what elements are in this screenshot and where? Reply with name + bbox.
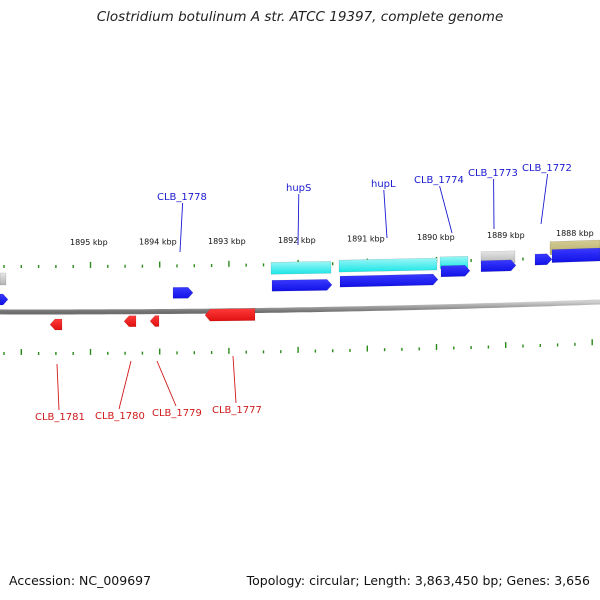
plus-cds-arrow <box>551 247 600 263</box>
plus-gene-label: CLB_1778 <box>157 192 207 203</box>
scale-label: 1890 kbp <box>417 233 455 242</box>
plus-cds-arrow <box>440 264 471 278</box>
minus-cds-arrow <box>204 308 256 322</box>
feature-cyan <box>270 261 332 275</box>
minus-gene-label: CLB_1781 <box>35 412 85 423</box>
minus-gene-label: CLB_1779 <box>152 408 202 419</box>
plus-gene-label: hupL <box>371 179 396 190</box>
scale-label: 1889 kbp <box>487 231 525 240</box>
feature-cyan <box>338 257 438 273</box>
gene-leader-line <box>156 360 177 407</box>
genome-backbone <box>0 299 600 315</box>
gene-leader-line <box>179 202 184 253</box>
plus-cds-arrow <box>534 253 553 266</box>
plus-gene-label: hupS <box>286 183 311 194</box>
gene-leader-line <box>383 189 388 239</box>
plus-gene-label: CLB_1773 <box>468 168 518 179</box>
scale-label: 1893 kbp <box>208 237 246 246</box>
plus-cds-arrow <box>339 273 439 288</box>
minus-cds-arrow <box>49 318 63 331</box>
genome-summary-text: Topology: circular; Length: 3,863,450 bp… <box>246 573 590 588</box>
plus-cds-arrow <box>172 287 194 299</box>
scale-label: 1895 kbp <box>70 238 108 247</box>
plus-gene-label: CLB_1772 <box>522 163 572 174</box>
minus-cds-arrow <box>149 315 160 327</box>
minus-cds-arrow <box>123 315 137 327</box>
feature-gray <box>0 272 7 286</box>
scale-label: 1891 kbp <box>347 235 385 244</box>
gene-leader-line <box>540 173 549 225</box>
plus-cds-arrow <box>0 293 9 306</box>
gene-leader-line <box>297 193 300 246</box>
scale-label: 1894 kbp <box>139 238 177 247</box>
minus-gene-label: CLB_1777 <box>212 405 262 416</box>
plus-cds-arrow <box>480 259 517 273</box>
scale-label: 1888 kbp <box>556 229 594 238</box>
gene-leader-line <box>56 363 60 411</box>
minus-gene-label: CLB_1780 <box>95 411 145 422</box>
gene-leader-line <box>118 360 132 410</box>
accession-text: Accession: NC_009697 <box>9 573 152 588</box>
gene-leader-line <box>439 185 453 234</box>
scale-label: 1892 kbp <box>278 236 316 245</box>
map-title: Clostridium botulinum A str. ATCC 19397,… <box>96 9 504 25</box>
plus-gene-label: CLB_1774 <box>414 175 464 186</box>
plus-cds-arrow <box>271 279 333 292</box>
gene-leader-line <box>232 355 237 404</box>
